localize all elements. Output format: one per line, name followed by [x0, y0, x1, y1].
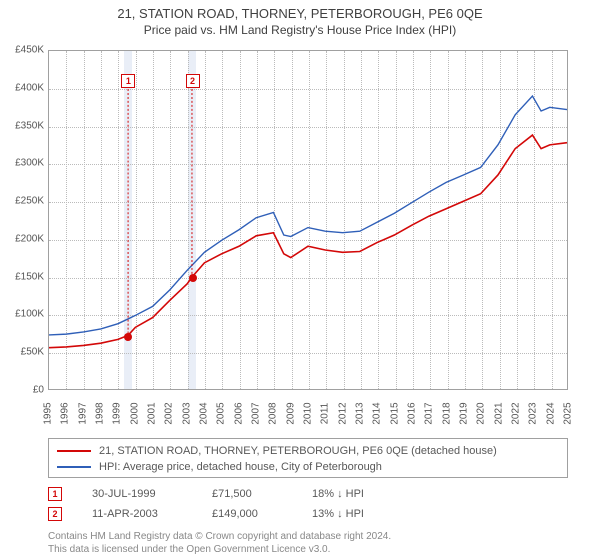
sale-marker-box: 1: [121, 74, 135, 88]
series-subject: [49, 135, 567, 348]
x-tick-label: 2019: [459, 402, 470, 424]
x-tick-label: 2002: [164, 402, 175, 424]
x-tick-label: 2008: [268, 402, 279, 424]
y-tick-label: £250K: [4, 196, 44, 207]
x-tick-label: 2020: [476, 402, 487, 424]
x-tick-label: 2010: [303, 402, 314, 424]
attribution-line: This data is licensed under the Open Gov…: [48, 543, 391, 556]
series-hpi: [49, 96, 567, 335]
x-tick-label: 2007: [251, 402, 262, 424]
sale-marker-icon: 2: [48, 507, 62, 521]
x-tick-label: 2001: [147, 402, 158, 424]
legend: 21, STATION ROAD, THORNEY, PETERBOROUGH,…: [48, 438, 568, 478]
y-tick-label: £300K: [4, 158, 44, 169]
y-tick-label: £100K: [4, 309, 44, 320]
x-tick-label: 1999: [112, 402, 123, 424]
y-tick-label: £200K: [4, 233, 44, 244]
x-tick-label: 2017: [424, 402, 435, 424]
legend-label: 21, STATION ROAD, THORNEY, PETERBOROUGH,…: [99, 445, 497, 457]
sale-delta: 13% ↓ HPI: [312, 508, 392, 520]
x-tick-label: 2005: [216, 402, 227, 424]
x-tick-label: 2018: [441, 402, 452, 424]
sale-price: £71,500: [212, 488, 282, 500]
y-tick-label: £150K: [4, 271, 44, 282]
sale-price: £149,000: [212, 508, 282, 520]
y-tick-label: £400K: [4, 82, 44, 93]
legend-label: HPI: Average price, detached house, City…: [99, 461, 382, 473]
attribution: Contains HM Land Registry data © Crown c…: [48, 530, 391, 556]
sale-row: 1 30-JUL-1999 £71,500 18% ↓ HPI: [48, 484, 568, 504]
sale-date: 11-APR-2003: [92, 508, 182, 520]
y-tick-label: £350K: [4, 120, 44, 131]
x-tick-label: 1995: [43, 402, 54, 424]
x-tick-label: 2011: [320, 403, 331, 425]
sale-date: 30-JUL-1999: [92, 488, 182, 500]
x-tick-label: 2024: [545, 402, 556, 424]
x-tick-label: 2012: [337, 402, 348, 424]
y-tick-label: £50K: [4, 347, 44, 358]
y-tick-label: £0: [4, 385, 44, 396]
legend-swatch: [57, 450, 91, 452]
chart-title: 21, STATION ROAD, THORNEY, PETERBOROUGH,…: [0, 6, 600, 21]
x-tick-label: 2004: [199, 402, 210, 424]
sale-delta: 18% ↓ HPI: [312, 488, 392, 500]
x-tick-label: 2009: [285, 402, 296, 424]
y-tick-label: £450K: [4, 45, 44, 56]
sale-point: [124, 333, 132, 341]
sales-list: 1 30-JUL-1999 £71,500 18% ↓ HPI 2 11-APR-2003…: [48, 484, 568, 524]
x-tick-label: 1998: [95, 402, 106, 424]
sale-point: [189, 274, 197, 282]
legend-item: 21, STATION ROAD, THORNEY, PETERBOROUGH,…: [57, 443, 559, 459]
chart-subtitle: Price paid vs. HM Land Registry's House …: [0, 23, 600, 37]
sale-row: 2 11-APR-2003 £149,000 13% ↓ HPI: [48, 504, 568, 524]
x-tick-label: 2023: [528, 402, 539, 424]
sale-marker-box: 2: [186, 74, 200, 88]
x-tick-label: 2016: [407, 402, 418, 424]
x-tick-label: 1997: [77, 402, 88, 424]
x-tick-label: 1996: [60, 402, 71, 424]
x-tick-label: 2015: [389, 402, 400, 424]
x-tick-label: 2013: [355, 402, 366, 424]
x-tick-label: 2006: [233, 402, 244, 424]
plot-area: 12: [48, 50, 568, 390]
legend-item: HPI: Average price, detached house, City…: [57, 459, 559, 475]
attribution-line: Contains HM Land Registry data © Crown c…: [48, 530, 391, 543]
x-tick-label: 2022: [511, 402, 522, 424]
legend-swatch: [57, 466, 91, 468]
sale-marker-icon: 1: [48, 487, 62, 501]
x-tick-label: 2000: [129, 402, 140, 424]
x-tick-label: 2003: [181, 402, 192, 424]
x-tick-label: 2025: [563, 402, 574, 424]
x-tick-label: 2014: [372, 402, 383, 424]
x-tick-label: 2021: [493, 402, 504, 424]
